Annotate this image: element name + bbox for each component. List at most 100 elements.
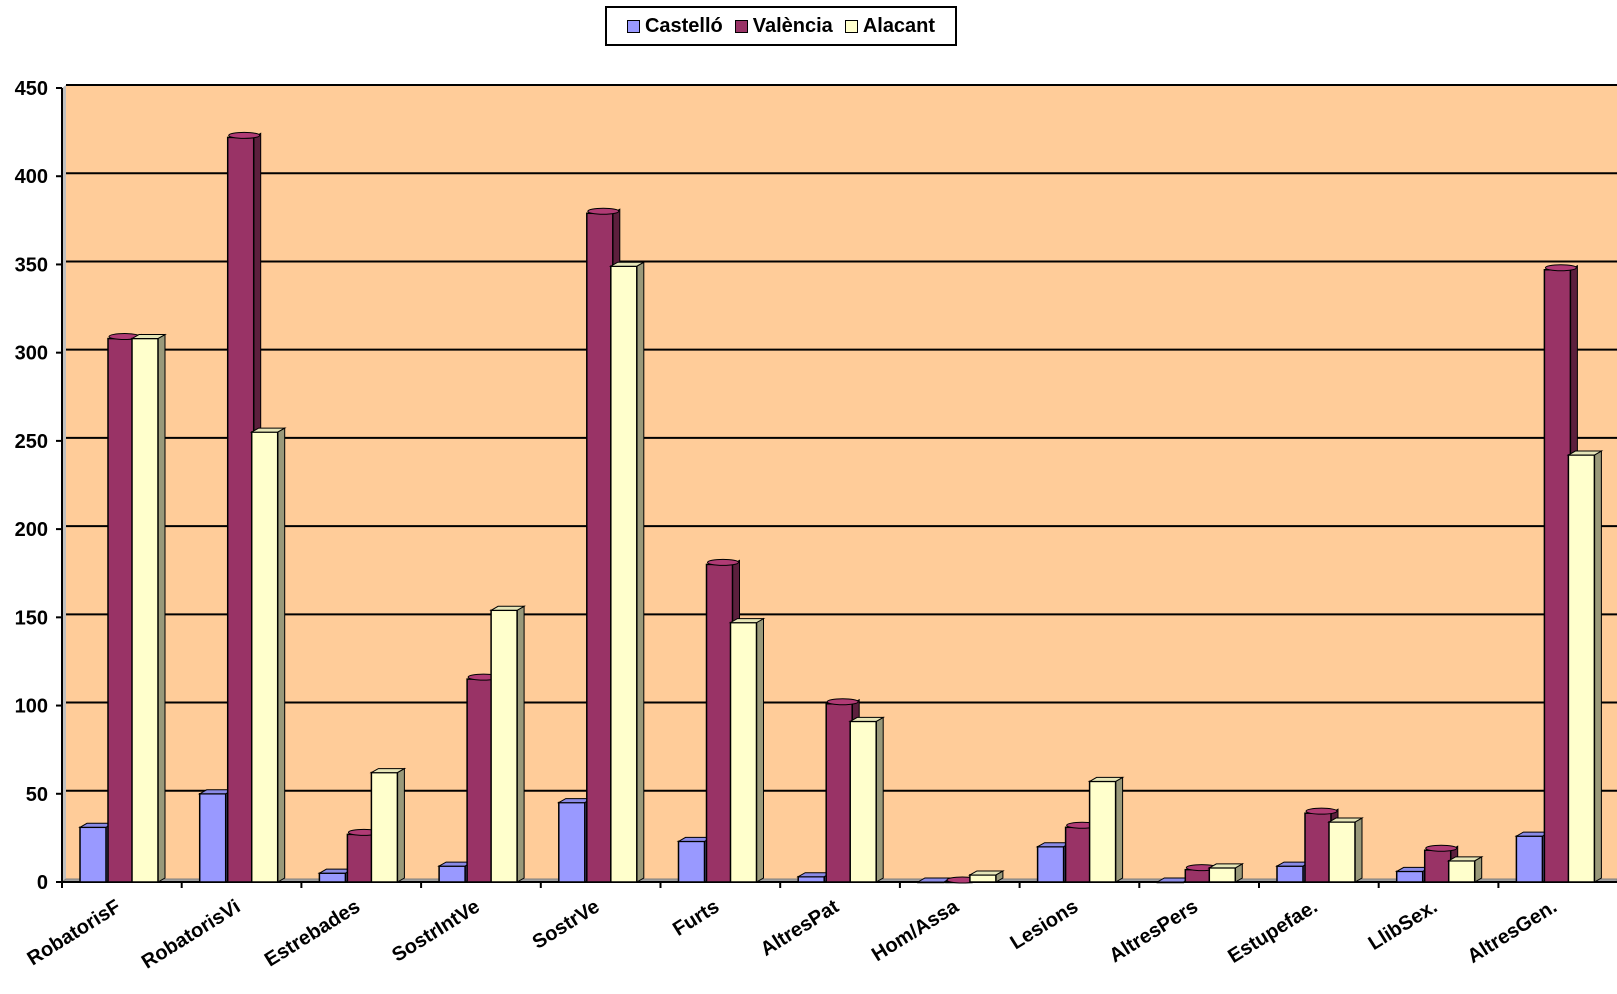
bar	[1395, 870, 1424, 883]
y-tick-label: 300	[15, 343, 48, 365]
bar-side	[756, 617, 764, 883]
bar	[586, 212, 614, 883]
bar	[226, 136, 255, 883]
bar-side	[1593, 450, 1602, 883]
legend-label-castello: Castelló	[644, 14, 723, 37]
legend: Castelló València Alacant	[605, 6, 957, 46]
legend-swatch-castello	[626, 19, 640, 33]
bar	[198, 793, 227, 883]
y-tick-label: 200	[15, 519, 48, 541]
bar-side	[875, 716, 884, 883]
bar-top	[826, 698, 859, 706]
bar-side	[157, 333, 166, 883]
bar	[1036, 845, 1065, 883]
x-tick-label: SostrIntVe	[388, 896, 484, 967]
x-tick-label: Lesions	[1006, 896, 1082, 955]
bar	[490, 609, 518, 883]
legend-item-alacant: Alacant	[844, 14, 936, 38]
y-tick-label: 100	[15, 696, 48, 718]
bar-top	[728, 618, 766, 624]
y-tick-label: 350	[15, 254, 48, 276]
x-tick-label: Hom/Assa	[868, 895, 963, 966]
bar-side	[1115, 776, 1124, 883]
bar	[1184, 868, 1213, 883]
y-tick-label: 450	[15, 78, 48, 100]
x-tick-label: Estrebades	[261, 896, 364, 972]
bar	[969, 874, 997, 883]
bar	[131, 337, 159, 883]
bar	[1088, 780, 1117, 883]
bar-side	[1354, 817, 1363, 883]
bar	[1304, 812, 1332, 883]
bar	[705, 563, 734, 883]
bar-top	[249, 427, 287, 433]
bar-top	[707, 558, 739, 566]
bar	[610, 265, 638, 883]
x-tick-label: RobatorisVi	[138, 896, 245, 974]
y-tick-label: 150	[15, 607, 48, 629]
bar	[250, 431, 279, 883]
bar-top	[608, 261, 646, 267]
x-tick-label: LlibSex.	[1365, 896, 1442, 955]
bar	[1543, 268, 1572, 883]
legend-item-valencia: València	[734, 14, 833, 38]
bar-top	[489, 605, 526, 611]
bar-top	[1446, 856, 1484, 862]
bar-top	[228, 131, 261, 139]
bar-top	[587, 207, 620, 215]
bar-top	[1327, 817, 1364, 823]
x-tick-label: SostrVe	[529, 896, 604, 954]
bar-side	[396, 767, 405, 883]
bar	[438, 865, 466, 883]
x-tick-label: RobatorisF	[23, 896, 124, 971]
bar	[79, 826, 107, 883]
bar-side	[516, 605, 525, 883]
x-tick-label: Estupefae.	[1224, 896, 1321, 968]
x-tick-label: AltresGen.	[1464, 896, 1561, 968]
bar-top	[1305, 807, 1338, 815]
bar	[558, 801, 586, 883]
legend-label-alacant: Alacant	[862, 14, 936, 37]
bar	[1423, 849, 1452, 883]
legend-item-castello: Castelló	[626, 14, 723, 38]
legend-swatch-alacant	[844, 19, 858, 33]
bar	[1276, 865, 1304, 883]
bar	[318, 872, 347, 883]
bar-top	[130, 334, 167, 340]
bar-top	[968, 870, 1005, 876]
bar	[346, 833, 375, 883]
legend-label-valencia: València	[752, 14, 833, 37]
y-tick-label: 50	[26, 784, 48, 806]
bar	[466, 678, 494, 883]
bar-top	[1566, 450, 1604, 456]
bar-top	[848, 716, 886, 722]
bar	[849, 720, 877, 883]
bar	[1064, 826, 1093, 883]
bar	[107, 337, 135, 883]
y-tick-label: 0	[37, 872, 48, 894]
x-tick-label: Furts	[669, 896, 723, 941]
bar	[825, 703, 853, 883]
bar-top	[1087, 776, 1125, 782]
x-tick-label: AltresPers	[1105, 896, 1202, 968]
bar	[370, 771, 399, 883]
bar	[797, 875, 825, 883]
bar	[1567, 454, 1596, 883]
bar	[729, 621, 758, 883]
bar	[1447, 860, 1476, 883]
bar-top	[369, 768, 407, 774]
bar-side	[277, 427, 286, 883]
bar-top	[1425, 844, 1458, 852]
bar-top	[1207, 863, 1245, 869]
y-tick-label: 250	[15, 431, 48, 453]
bar	[677, 840, 706, 883]
bar	[1208, 867, 1237, 883]
y-tick-label: 400	[15, 166, 48, 188]
bar	[1328, 821, 1356, 883]
bar-side	[636, 261, 645, 883]
x-tick-label: AltresPat	[757, 895, 843, 960]
bar	[1515, 835, 1544, 883]
bar-top	[1544, 264, 1577, 272]
